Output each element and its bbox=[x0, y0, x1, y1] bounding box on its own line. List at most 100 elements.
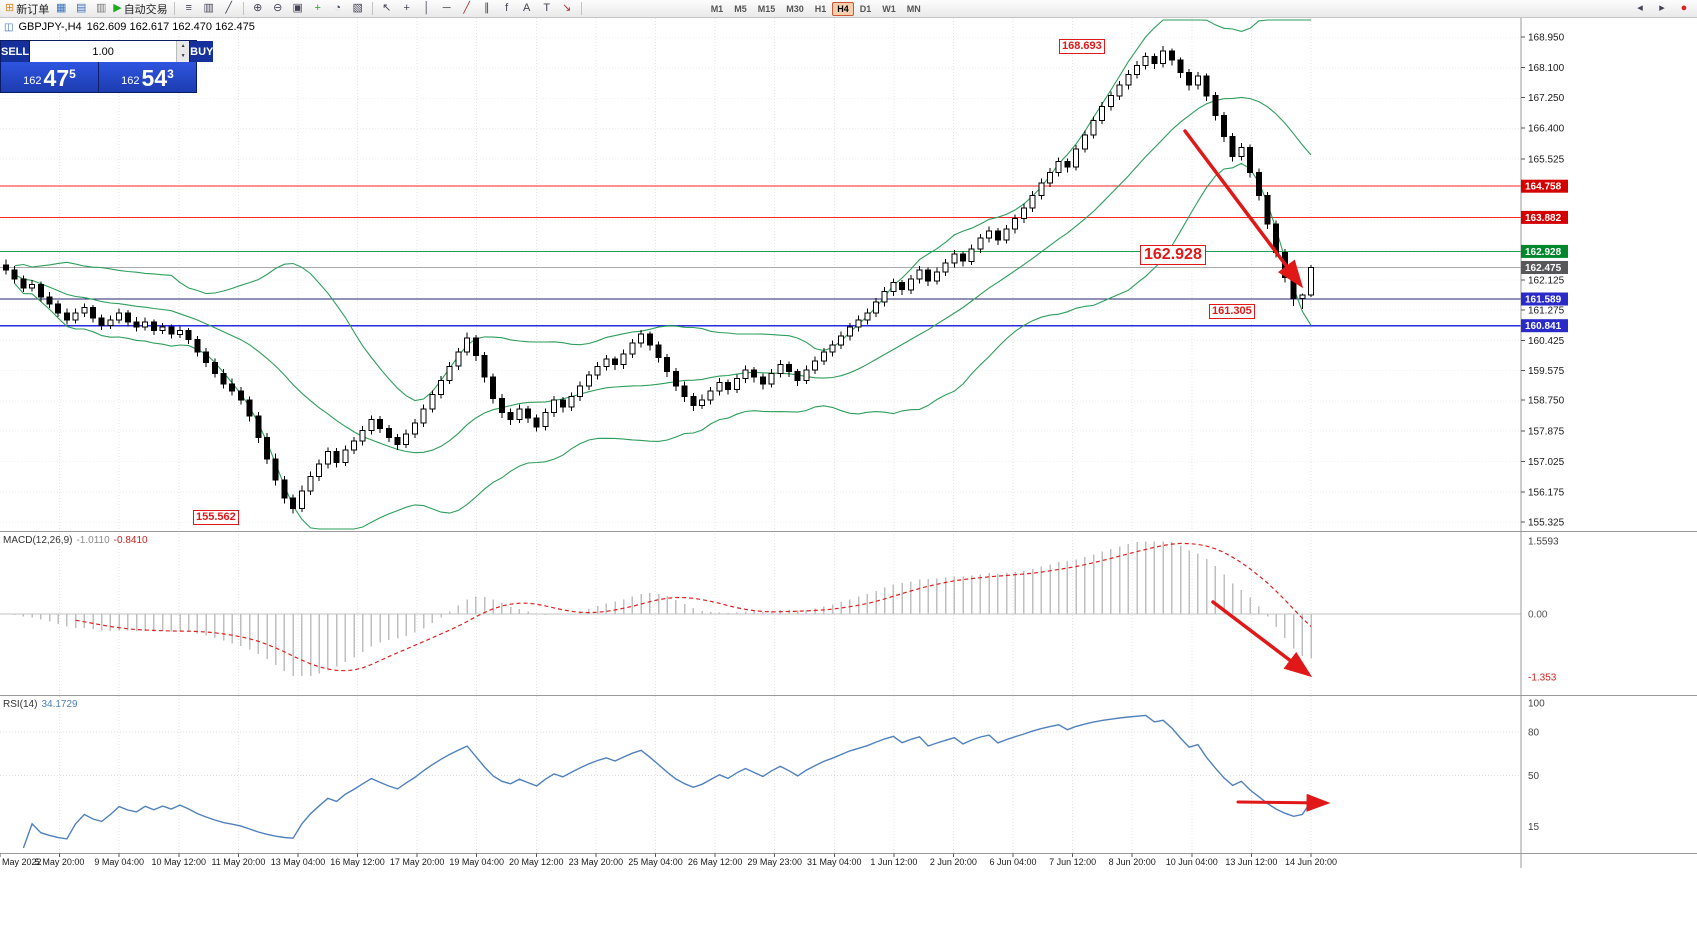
toolbar-separator bbox=[173, 2, 175, 15]
timeframe-button-h1[interactable]: H1 bbox=[814, 3, 827, 14]
svg-text:1 Jun 12:00: 1 Jun 12:00 bbox=[870, 857, 917, 867]
toolbar-separator bbox=[242, 2, 244, 15]
svg-text:29 May 23:00: 29 May 23:00 bbox=[747, 857, 802, 867]
price-callout-161.305: 161.305 bbox=[1209, 304, 1255, 319]
svg-text:0.00: 0.00 bbox=[1528, 609, 1548, 620]
buy-button[interactable]: BUY bbox=[189, 41, 214, 62]
cursor-icon[interactable]: ↖ bbox=[377, 1, 397, 16]
fibonacci-icon[interactable]: f bbox=[497, 1, 517, 16]
scroll-right-icon: ▸ bbox=[1659, 2, 1665, 14]
svg-text:31 May 04:00: 31 May 04:00 bbox=[807, 857, 862, 867]
macd-name: MACD(12,26,9) bbox=[3, 535, 73, 546]
volume-input[interactable] bbox=[30, 41, 177, 62]
new-order-button[interactable]: ⊞ 新订单 bbox=[3, 1, 51, 16]
macd-value: -1.0110 bbox=[76, 535, 110, 546]
scroll-left-icon[interactable]: ◂ bbox=[1630, 1, 1650, 16]
timeframe-button-m30[interactable]: M30 bbox=[786, 3, 804, 14]
trendline-icon[interactable]: ╱ bbox=[457, 1, 477, 16]
candlestick-chart-icon[interactable]: ▥ bbox=[199, 1, 219, 16]
chart-type-icon: ◫ bbox=[4, 21, 14, 33]
autotrading-button[interactable]: ▶ 自动交易 bbox=[111, 1, 169, 16]
indicator-axes[interactable]: 1.5593 0.00 -1.353 100 80 50 15 bbox=[1528, 537, 1559, 833]
zoom-in-icon: ⊕ bbox=[253, 2, 263, 14]
data-window-icon[interactable]: ▥ bbox=[91, 1, 111, 16]
sell-button[interactable]: SELL bbox=[1, 41, 31, 62]
tile-windows-icon[interactable]: ▣ bbox=[288, 1, 308, 16]
zoom-out-icon[interactable]: ⊖ bbox=[268, 1, 288, 16]
line-chart-icon[interactable]: ╱ bbox=[219, 1, 239, 16]
timeframe-button-w1[interactable]: W1 bbox=[882, 3, 896, 14]
svg-text:50: 50 bbox=[1528, 771, 1540, 782]
buy-price-main: 54 bbox=[141, 65, 168, 92]
buy-price[interactable]: 162 54 3 bbox=[99, 62, 196, 92]
periods-icon[interactable]: ◔ bbox=[328, 1, 348, 16]
alerts-icon[interactable]: ● bbox=[1674, 1, 1694, 16]
crosshair-icon: + bbox=[403, 2, 410, 14]
vertical-line-icon[interactable]: │ bbox=[417, 1, 437, 16]
trendline-icon: ╱ bbox=[463, 2, 470, 14]
svg-text:162.125: 162.125 bbox=[1528, 275, 1565, 286]
bar-chart-icon[interactable]: ≡ bbox=[179, 1, 199, 16]
timeframe-button-d1[interactable]: D1 bbox=[859, 3, 872, 14]
volume-increase-button[interactable]: ▲ bbox=[177, 41, 190, 52]
svg-text:162.475: 162.475 bbox=[1525, 263, 1562, 274]
rsi-label: RSI(14) 34.1729 bbox=[3, 699, 82, 710]
timeframe-button-h4[interactable]: H4 bbox=[832, 1, 854, 16]
panel-separators bbox=[0, 18, 1697, 868]
svg-text:168.100: 168.100 bbox=[1528, 63, 1565, 74]
arrows-icon[interactable]: ↘ bbox=[557, 1, 577, 16]
svg-text:100: 100 bbox=[1528, 699, 1545, 710]
toolbar-separator bbox=[371, 2, 373, 15]
svg-text:19 May 04:00: 19 May 04:00 bbox=[449, 857, 504, 867]
price-axis[interactable]: 168.950 168.100 167.250 166.400 165.525 162.1… bbox=[1521, 33, 1568, 529]
bar-chart-icon: ≡ bbox=[185, 2, 192, 14]
crosshair-icon[interactable]: + bbox=[397, 1, 417, 16]
text-icon[interactable]: A bbox=[517, 1, 537, 16]
trend-arrows bbox=[1183, 129, 1331, 812]
label-icon[interactable]: T bbox=[537, 1, 557, 16]
svg-text:158.750: 158.750 bbox=[1528, 396, 1565, 407]
timeframe-button-m15[interactable]: M15 bbox=[757, 3, 776, 14]
profiles-icon: ▤ bbox=[76, 2, 87, 14]
fibonacci-icon: f bbox=[505, 2, 509, 14]
svg-text:13 Jun 12:00: 13 Jun 12:00 bbox=[1225, 857, 1277, 867]
timeframe-button-m1[interactable]: M1 bbox=[710, 3, 724, 14]
profiles-icon[interactable]: ▤ bbox=[71, 1, 91, 16]
scroll-left-icon: ◂ bbox=[1637, 2, 1643, 14]
svg-text:6 Jun 04:00: 6 Jun 04:00 bbox=[989, 857, 1036, 867]
timeframe-button-mn[interactable]: MN bbox=[906, 3, 921, 14]
svg-text:156.175: 156.175 bbox=[1528, 487, 1565, 498]
equidistant-channel-icon[interactable]: ∥ bbox=[477, 1, 497, 16]
svg-text:25 May 04:00: 25 May 04:00 bbox=[628, 857, 683, 867]
autotrading-icon: ▶ bbox=[113, 2, 122, 14]
indicators-add-icon[interactable]: + bbox=[308, 1, 328, 16]
sell-price[interactable]: 162 47 5 bbox=[1, 62, 98, 92]
buy-price-sup: 3 bbox=[167, 67, 174, 81]
svg-text:23 May 20:00: 23 May 20:00 bbox=[569, 857, 624, 867]
timeframe-button-m5[interactable]: M5 bbox=[734, 3, 747, 14]
zoom-in-icon[interactable]: ⊕ bbox=[248, 1, 268, 16]
chart-windows-icon[interactable]: ▦ bbox=[51, 1, 71, 16]
volume-decrease-button[interactable]: ▼ bbox=[177, 51, 190, 62]
svg-text:26 May 12:00: 26 May 12:00 bbox=[688, 857, 743, 867]
horizontal-line-icon[interactable]: ─ bbox=[437, 1, 457, 16]
equidistant-channel-icon: ∥ bbox=[483, 2, 490, 14]
arrows-icon: ↘ bbox=[562, 2, 572, 14]
autotrading-button-label: 自动交易 bbox=[123, 3, 168, 16]
volume-box: ▲ ▼ bbox=[30, 41, 190, 62]
rsi-name: RSI(14) bbox=[3, 699, 38, 710]
horizontal-line-icon: ─ bbox=[442, 2, 451, 14]
price-callout-162.928: 162.928 bbox=[1140, 245, 1206, 265]
svg-text:162.928: 162.928 bbox=[1525, 247, 1562, 258]
svg-text:14 Jun 20:00: 14 Jun 20:00 bbox=[1285, 857, 1337, 867]
new-order-icon: ⊞ bbox=[5, 2, 15, 14]
templates-icon: ▧ bbox=[352, 2, 363, 14]
svg-text:168.950: 168.950 bbox=[1528, 33, 1565, 44]
scroll-right-icon[interactable]: ▸ bbox=[1652, 1, 1672, 16]
svg-text:80: 80 bbox=[1528, 728, 1540, 739]
templates-icon[interactable]: ▧ bbox=[348, 1, 368, 16]
svg-text:10 May 12:00: 10 May 12:00 bbox=[152, 857, 207, 867]
